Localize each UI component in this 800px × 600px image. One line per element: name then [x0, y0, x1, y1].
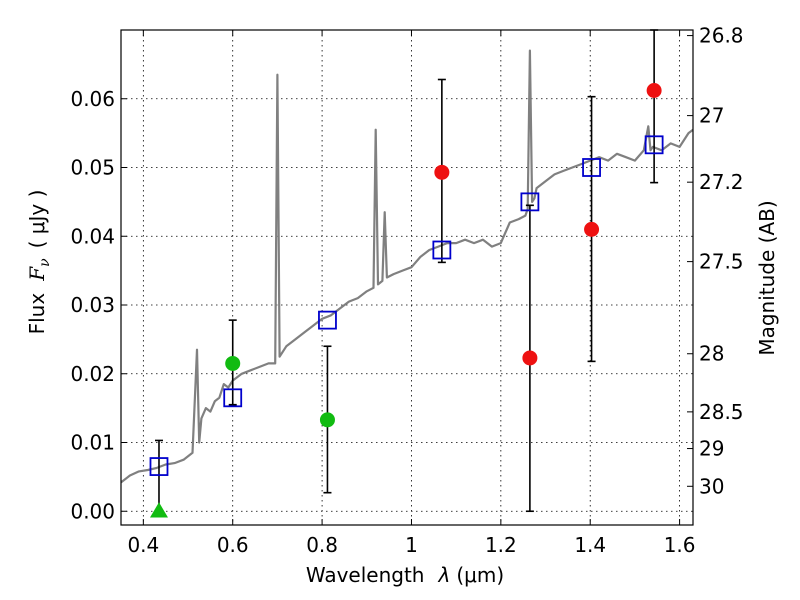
- observed-point: [646, 83, 662, 98]
- x-tick-label: 1.2: [485, 533, 517, 557]
- model-point: [644, 135, 664, 155]
- y-tick-label: 0.05: [70, 156, 115, 180]
- x-tick-label: 1: [405, 533, 418, 557]
- x-tick-label: 0.4: [127, 533, 159, 557]
- y-tick-label: 0.02: [70, 362, 115, 386]
- tick-layer: 0.4 0.6 0.8 1 1.2 1.4 1.6 0.00 0.01 0.02 0.03 0.04 0…: [70, 24, 743, 557]
- x-tick-label: 1.6: [664, 533, 696, 557]
- observed-point: [225, 355, 241, 371]
- spectrum-line: [121, 49, 693, 484]
- y-tick-label: 0.01: [70, 431, 115, 455]
- y-axis-label: FluxFν( μJy ): [25, 190, 53, 335]
- observed-points-layer: [149, 83, 662, 518]
- y-tick-label: 0.04: [70, 224, 115, 248]
- y-tick-label: 0.06: [70, 87, 115, 111]
- model-point: [520, 192, 540, 212]
- model-point: [318, 310, 337, 330]
- observed-point: [584, 221, 600, 237]
- model-point: [432, 240, 452, 260]
- observed-point: [522, 350, 538, 366]
- model-point: [223, 388, 243, 408]
- y2-tick-label: 26.8: [699, 24, 744, 48]
- model-point: [582, 158, 601, 177]
- y2-tick-label: 27.5: [699, 250, 744, 274]
- y2-tick-label: 29: [699, 437, 724, 461]
- plot-frame: [120, 29, 694, 526]
- observed-upper-limit: [149, 502, 168, 518]
- y2-tick-label: 27.2: [699, 170, 744, 194]
- errorbar-layer: [154, 29, 659, 513]
- grid-layer: [121, 30, 693, 525]
- y2-tick-label: 28.5: [699, 400, 744, 424]
- observed-point: [434, 164, 450, 180]
- x-tick-label: 0.6: [217, 533, 249, 557]
- y-tick-label: 0.03: [70, 293, 115, 317]
- x-tick-label: 1.4: [574, 533, 606, 557]
- model-point: [149, 457, 169, 476]
- y2-tick-label: 28: [699, 342, 724, 366]
- observed-point: [319, 412, 335, 428]
- spectrum-layer: [121, 49, 693, 484]
- y2-tick-label: 27: [699, 104, 724, 128]
- right-axis-label: Magnitude (AB): [755, 200, 779, 355]
- y-tick-label: 0.00: [70, 499, 115, 523]
- y2-tick-label: 30: [699, 474, 724, 498]
- x-axis-label: Wavelength λ (μm): [306, 563, 504, 587]
- model-points-layer: [149, 135, 664, 476]
- x-tick-label: 0.8: [306, 533, 338, 557]
